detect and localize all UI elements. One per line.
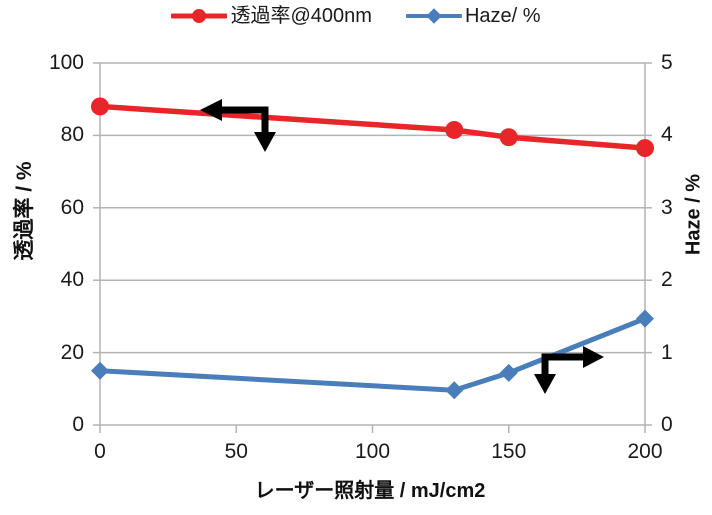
y-right-tick-label: 3 <box>661 195 673 219</box>
x-axis-title: レーザー照射量 / mJ/cm2 <box>254 480 486 502</box>
legend-label-transmittance: 透過率@400nm <box>230 5 372 27</box>
x-tick-label: 100 <box>354 440 391 463</box>
x-tick-label: 150 <box>491 440 527 463</box>
axis-pointer-annotations <box>200 99 604 394</box>
y-left-tick-label: 20 <box>60 340 84 364</box>
arrow-to-right-axis <box>534 346 604 394</box>
legend-marker-diamond-icon <box>405 6 462 26</box>
y-left-tick-label: 60 <box>60 195 84 219</box>
y-left-tick-label: 0 <box>72 413 84 436</box>
y-right-tick-label: 2 <box>661 268 673 292</box>
legend-marker-circle-icon <box>171 6 228 26</box>
y-left-tick-label: 40 <box>60 268 84 292</box>
arrow-to-left-axis <box>200 99 276 152</box>
data-series <box>91 97 654 400</box>
y-right-tick-label: 5 <box>661 51 673 74</box>
gridlines <box>100 62 645 426</box>
x-tick-label: 200 <box>627 440 663 463</box>
y-right-tick-label: 0 <box>661 413 673 436</box>
y-left-tick-label: 80 <box>60 123 84 147</box>
legend-label-haze: Haze/ % <box>464 5 541 27</box>
axis-lines <box>99 63 646 425</box>
legend-item-transmittance[interactable]: 透過率@400nm <box>171 5 372 27</box>
y-right-tick-label: 1 <box>661 340 673 364</box>
tick-marks <box>93 62 652 433</box>
x-tick-label: 0 <box>94 440 106 463</box>
y-left-tick-label: 100 <box>48 51 84 74</box>
x-tick-label: 50 <box>224 440 248 463</box>
y-right-tick-label: 4 <box>661 123 673 147</box>
legend-item-haze[interactable]: Haze/ % <box>405 5 541 27</box>
chart-legend: 透過率@400nm Haze/ % <box>0 6 712 26</box>
